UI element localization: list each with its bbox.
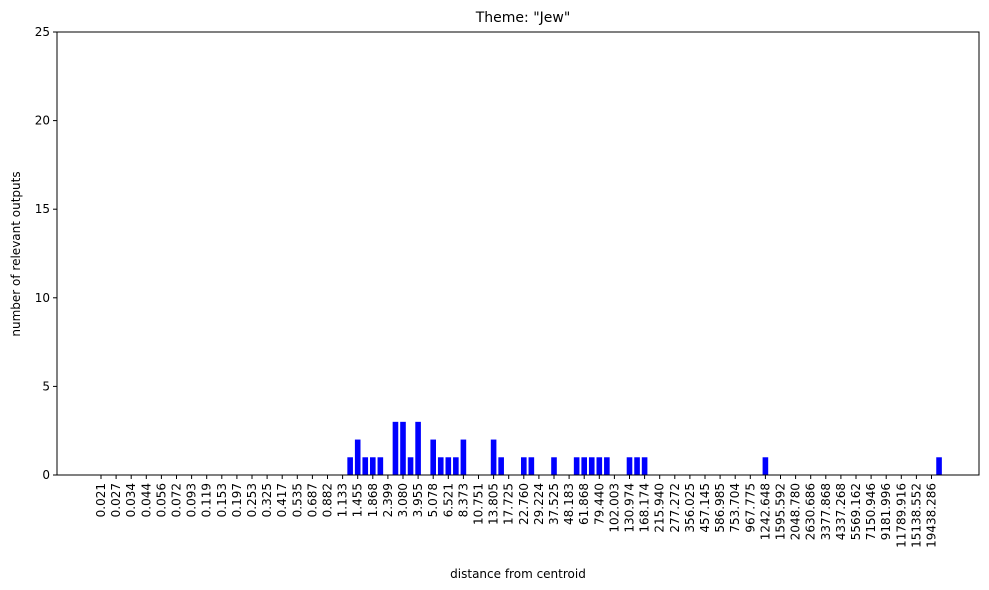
x-tick-label: 10.751 — [472, 483, 486, 525]
x-tick-label: 5.078 — [426, 483, 440, 517]
bar — [626, 457, 633, 475]
bar — [415, 421, 421, 475]
bar — [445, 457, 452, 475]
bar — [490, 439, 497, 475]
bar — [453, 457, 459, 475]
bar — [551, 457, 557, 475]
bar — [362, 457, 369, 475]
x-tick-label: 130.974 — [623, 483, 637, 533]
y-tick-label: 20 — [35, 114, 50, 128]
x-tick-label: 0.882 — [321, 483, 335, 517]
x-tick-label: 2048.780 — [789, 483, 803, 540]
bar — [634, 457, 640, 475]
x-axis-label: distance from centroid — [450, 567, 586, 581]
x-tick-label: 4337.268 — [834, 483, 848, 540]
x-tick-label: 17.725 — [502, 483, 516, 525]
bar — [604, 457, 610, 475]
x-tick-label: 48.183 — [562, 483, 576, 525]
x-tick-label: 0.197 — [230, 483, 244, 517]
x-tick-label: 5569.162 — [849, 483, 863, 540]
x-tick-label: 1.133 — [336, 483, 350, 517]
x-tick-label: 0.056 — [154, 483, 168, 517]
bar — [347, 457, 353, 475]
y-tick-label: 15 — [35, 202, 50, 216]
bars — [347, 421, 942, 475]
x-tick-label: 1.455 — [351, 483, 365, 517]
y-tick-label: 5 — [42, 379, 50, 393]
bar — [528, 457, 535, 475]
x-tick-label: 2.399 — [381, 483, 395, 517]
x-tick-label: 168.174 — [638, 483, 652, 533]
x-axis: 0.021 0.027 0.034 0.044 0.056 0.072 0.093 0.119… — [94, 475, 939, 548]
bar — [498, 457, 504, 475]
x-tick-label: 356.025 — [683, 483, 697, 533]
x-tick-label: 0.153 — [215, 483, 229, 517]
y-tick-label: 25 — [35, 25, 50, 39]
x-tick-label: 0.325 — [260, 483, 274, 517]
x-tick-label: 3.955 — [411, 483, 425, 517]
bar — [588, 457, 595, 475]
x-tick-label: 0.535 — [290, 483, 304, 517]
x-tick-label: 79.440 — [592, 483, 606, 525]
x-tick-label: 3.080 — [396, 483, 410, 517]
x-tick-label: 457.145 — [698, 483, 712, 533]
x-tick-label: 0.021 — [94, 483, 108, 517]
x-tick-label: 102.003 — [607, 483, 621, 533]
bar — [370, 457, 376, 475]
chart-title: Theme: "Jew" — [475, 10, 571, 26]
bar — [354, 439, 361, 475]
x-tick-label: 215.940 — [653, 483, 667, 533]
bar — [430, 439, 436, 475]
x-tick-label: 19438.286 — [925, 483, 939, 548]
y-tick-label: 10 — [35, 291, 50, 305]
plot-frame — [56, 31, 980, 476]
bar — [460, 439, 467, 475]
x-tick-label: 586.985 — [713, 483, 727, 533]
x-tick-label: 13.805 — [487, 483, 501, 525]
x-tick-label: 15138.552 — [909, 483, 923, 548]
bar — [596, 457, 603, 475]
x-tick-label: 29.224 — [532, 483, 546, 525]
bar — [521, 457, 527, 475]
x-tick-label: 7150.946 — [864, 483, 878, 540]
x-tick-label: 9181.996 — [879, 483, 893, 540]
x-tick-label: 0.253 — [245, 483, 259, 517]
bar — [641, 457, 648, 475]
x-tick-label: 0.119 — [200, 483, 214, 517]
x-tick-label: 0.417 — [275, 483, 289, 517]
x-tick-label: 8.373 — [456, 483, 470, 517]
x-tick-label: 0.093 — [185, 483, 199, 517]
bar — [936, 457, 942, 475]
y-axis: 0 5 10 15 20 25 — [35, 25, 57, 482]
x-tick-label: 0.072 — [170, 483, 184, 517]
bar — [392, 421, 399, 475]
x-tick-label: 3377.868 — [819, 483, 833, 540]
x-tick-label: 0.027 — [109, 483, 123, 517]
bar — [437, 457, 444, 475]
bar — [762, 457, 769, 475]
x-tick-label: 967.775 — [743, 483, 757, 533]
x-tick-label: 1.868 — [366, 483, 380, 517]
x-tick-label: 753.704 — [728, 483, 742, 533]
x-tick-label: 2630.686 — [804, 483, 818, 540]
bar — [407, 457, 414, 475]
x-tick-label: 277.272 — [668, 483, 682, 533]
x-tick-label: 22.760 — [517, 483, 531, 525]
x-tick-label: 37.525 — [547, 483, 561, 525]
x-tick-label: 61.868 — [577, 483, 591, 525]
x-tick-label: 0.687 — [305, 483, 319, 517]
x-tick-label: 6.521 — [441, 483, 455, 517]
bar — [581, 457, 587, 475]
x-tick-label: 11789.916 — [894, 483, 908, 548]
y-axis-label: number of relevant outputs — [9, 171, 23, 336]
bar — [400, 421, 406, 475]
y-tick-label: 0 — [42, 468, 50, 482]
bar — [573, 457, 580, 475]
bar — [377, 457, 384, 475]
x-tick-label: 0.044 — [139, 483, 153, 517]
x-tick-label: 1242.648 — [758, 483, 772, 540]
x-tick-label: 1595.592 — [774, 483, 788, 540]
x-tick-label: 0.034 — [124, 483, 138, 517]
